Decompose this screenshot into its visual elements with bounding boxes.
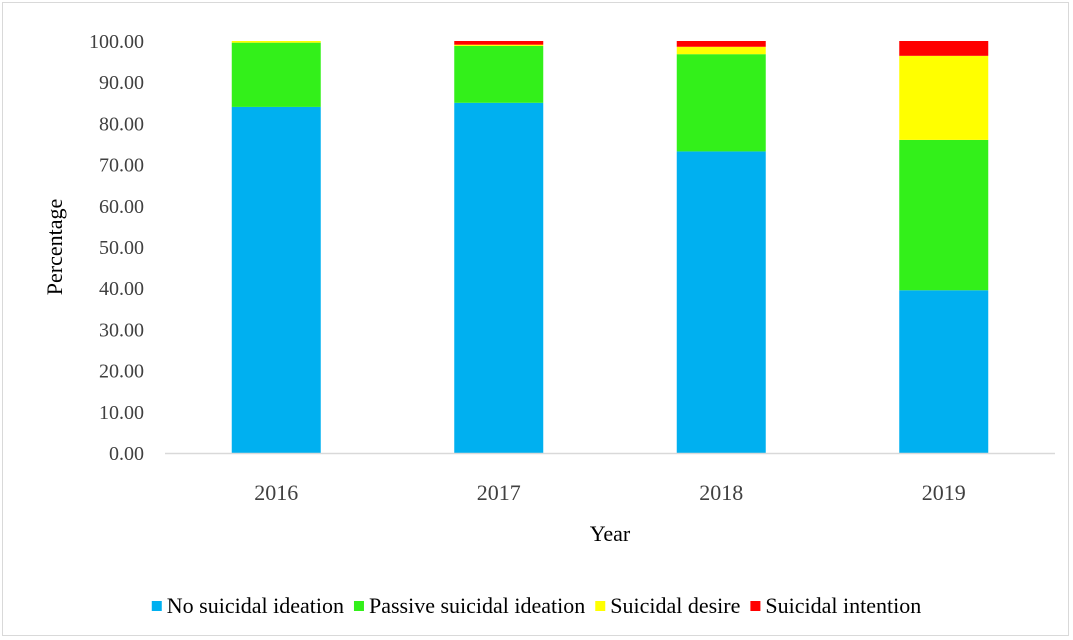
legend-swatch [151, 601, 162, 611]
bar-2019-series-1 [899, 139, 989, 291]
bar-2016-series-1 [231, 42, 321, 107]
x-tick-label: 2017 [477, 480, 521, 505]
y-tick-label: 20.00 [99, 361, 144, 383]
bar-2017-series-2 [454, 44, 544, 46]
legend-label: Passive suicidal ideation [369, 593, 585, 618]
x-tick-label: 2018 [699, 480, 743, 505]
legend: No suicidal ideation Passive suicidal ide… [151, 593, 921, 618]
bar-2016-series-0 [231, 106, 321, 454]
y-tick-label: 0.00 [109, 443, 144, 465]
legend-label: No suicidal ideation [167, 593, 344, 618]
x-tick-label: 2016 [254, 480, 298, 505]
x-axis-title: Year [590, 521, 631, 546]
y-tick-label: 80.00 [99, 113, 144, 135]
legend-swatch [353, 601, 364, 611]
bar-2016-series-2 [231, 41, 321, 43]
bar-2018-series-3 [676, 41, 766, 47]
y-tick-label: 10.00 [99, 402, 144, 424]
x-axis-ticks: 2016 2017 2018 2019 [254, 480, 966, 505]
bar-2017-series-0 [454, 102, 544, 454]
legend-swatch [750, 601, 761, 611]
bar-2018-series-1 [676, 54, 766, 152]
y-tick-label: 100.00 [89, 31, 144, 53]
x-tick-label: 2019 [922, 480, 966, 505]
bar-2018-series-0 [676, 151, 766, 454]
y-tick-label: 40.00 [99, 278, 144, 300]
y-tick-label: 90.00 [99, 72, 144, 94]
y-tick-label: 60.00 [99, 196, 144, 218]
y-axis-ticks: 0.00 10.00 20.00 30.00 40.00 50.00 60.00 70.00 8… [89, 31, 144, 465]
bars-group [231, 41, 989, 454]
y-tick-label: 50.00 [99, 237, 144, 259]
legend-label: Suicidal desire [610, 593, 740, 618]
bar-2019-series-2 [899, 55, 989, 140]
y-axis-title: Percentage [42, 199, 67, 296]
legend-swatch [595, 601, 606, 611]
bar-2018-series-2 [676, 46, 766, 55]
bar-2017-series-1 [454, 45, 544, 103]
y-tick-label: 30.00 [99, 319, 144, 341]
bar-2019-series-0 [899, 290, 989, 453]
bar-2019-series-3 [899, 41, 989, 56]
legend-label: Suicidal intention [765, 593, 921, 618]
bar-2017-series-3 [454, 41, 544, 45]
y-tick-label: 70.00 [99, 155, 144, 177]
